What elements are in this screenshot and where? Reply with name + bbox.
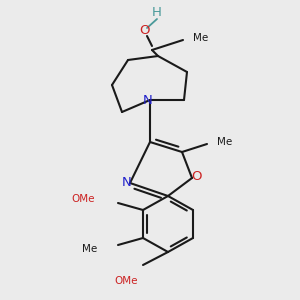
Text: O: O	[192, 170, 202, 184]
Text: Me: Me	[217, 137, 232, 147]
Text: OMe: OMe	[71, 194, 95, 204]
Text: H: H	[152, 7, 162, 20]
Text: Me: Me	[193, 33, 208, 43]
Text: O: O	[139, 25, 149, 38]
Text: OMe: OMe	[114, 276, 138, 286]
Text: N: N	[122, 176, 132, 188]
Text: Me: Me	[82, 244, 97, 254]
Text: N: N	[143, 94, 153, 106]
